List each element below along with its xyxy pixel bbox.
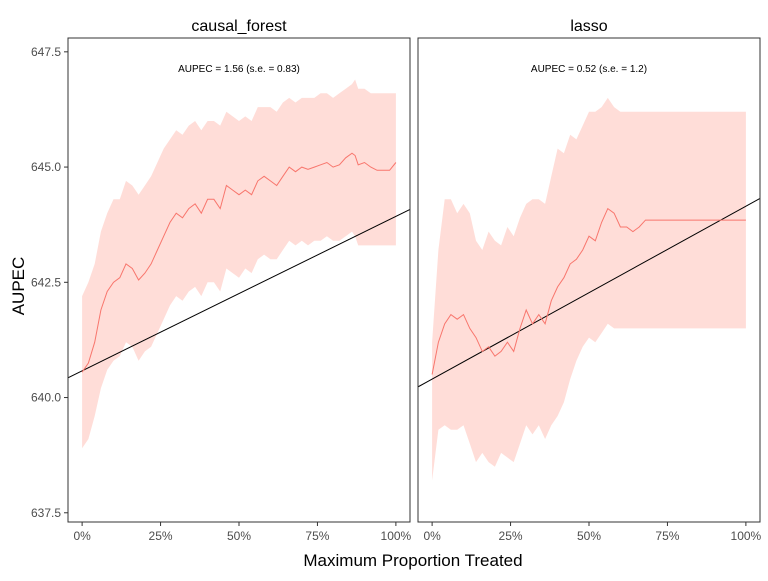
y-axis: 637.5 640.0 642.5 645.0 647.5 xyxy=(31,45,68,520)
panel-causal_forest: causal_forest AUPEC = 1.56 (s.e. = 0.83) 0… xyxy=(67,18,412,543)
confidence-band xyxy=(432,97,746,481)
x-tick-label: 50% xyxy=(577,529,601,543)
x-tick-label: 100% xyxy=(731,529,762,543)
x-tick-label: 25% xyxy=(149,529,173,543)
aupec-annotation: AUPEC = 1.56 (s.e. = 0.83) xyxy=(178,64,300,75)
x-axis-title: Maximum Proportion Treated xyxy=(303,551,522,570)
plot-area xyxy=(68,79,410,449)
y-tick-label: 637.5 xyxy=(31,506,61,520)
panel-title: lasso xyxy=(570,18,607,35)
y-tick-label: 640.0 xyxy=(31,391,61,405)
x-tick-label: 75% xyxy=(655,529,679,543)
reference-line xyxy=(68,208,410,379)
aupec-series-line xyxy=(81,152,397,373)
x-tick-label: 50% xyxy=(227,529,251,543)
panel-lasso: lasso AUPEC = 0.52 (s.e. = 1.2) 0% 25% 50% 75… xyxy=(417,18,762,543)
y-tick-label: 645.0 xyxy=(31,160,61,174)
panel-title: causal_forest xyxy=(191,18,287,35)
x-tick-label: 25% xyxy=(499,529,523,543)
y-tick-label: 642.5 xyxy=(31,275,61,289)
aupec-series-line xyxy=(431,207,746,375)
x-tick-label: 0% xyxy=(73,529,91,543)
plot-area xyxy=(418,97,760,481)
confidence-band xyxy=(82,79,396,449)
x-tick-label: 0% xyxy=(423,529,441,543)
x-tick-label: 75% xyxy=(305,529,329,543)
aupec-annotation: AUPEC = 0.52 (s.e. = 1.2) xyxy=(531,64,647,75)
y-axis-title: AUPEC xyxy=(9,257,28,316)
reference-line xyxy=(418,198,760,388)
panels-layer: causal_forest AUPEC = 1.56 (s.e. = 0.83) 0… xyxy=(67,18,762,543)
y-tick-label: 647.5 xyxy=(31,45,61,59)
x-tick-label: 100% xyxy=(381,529,412,543)
